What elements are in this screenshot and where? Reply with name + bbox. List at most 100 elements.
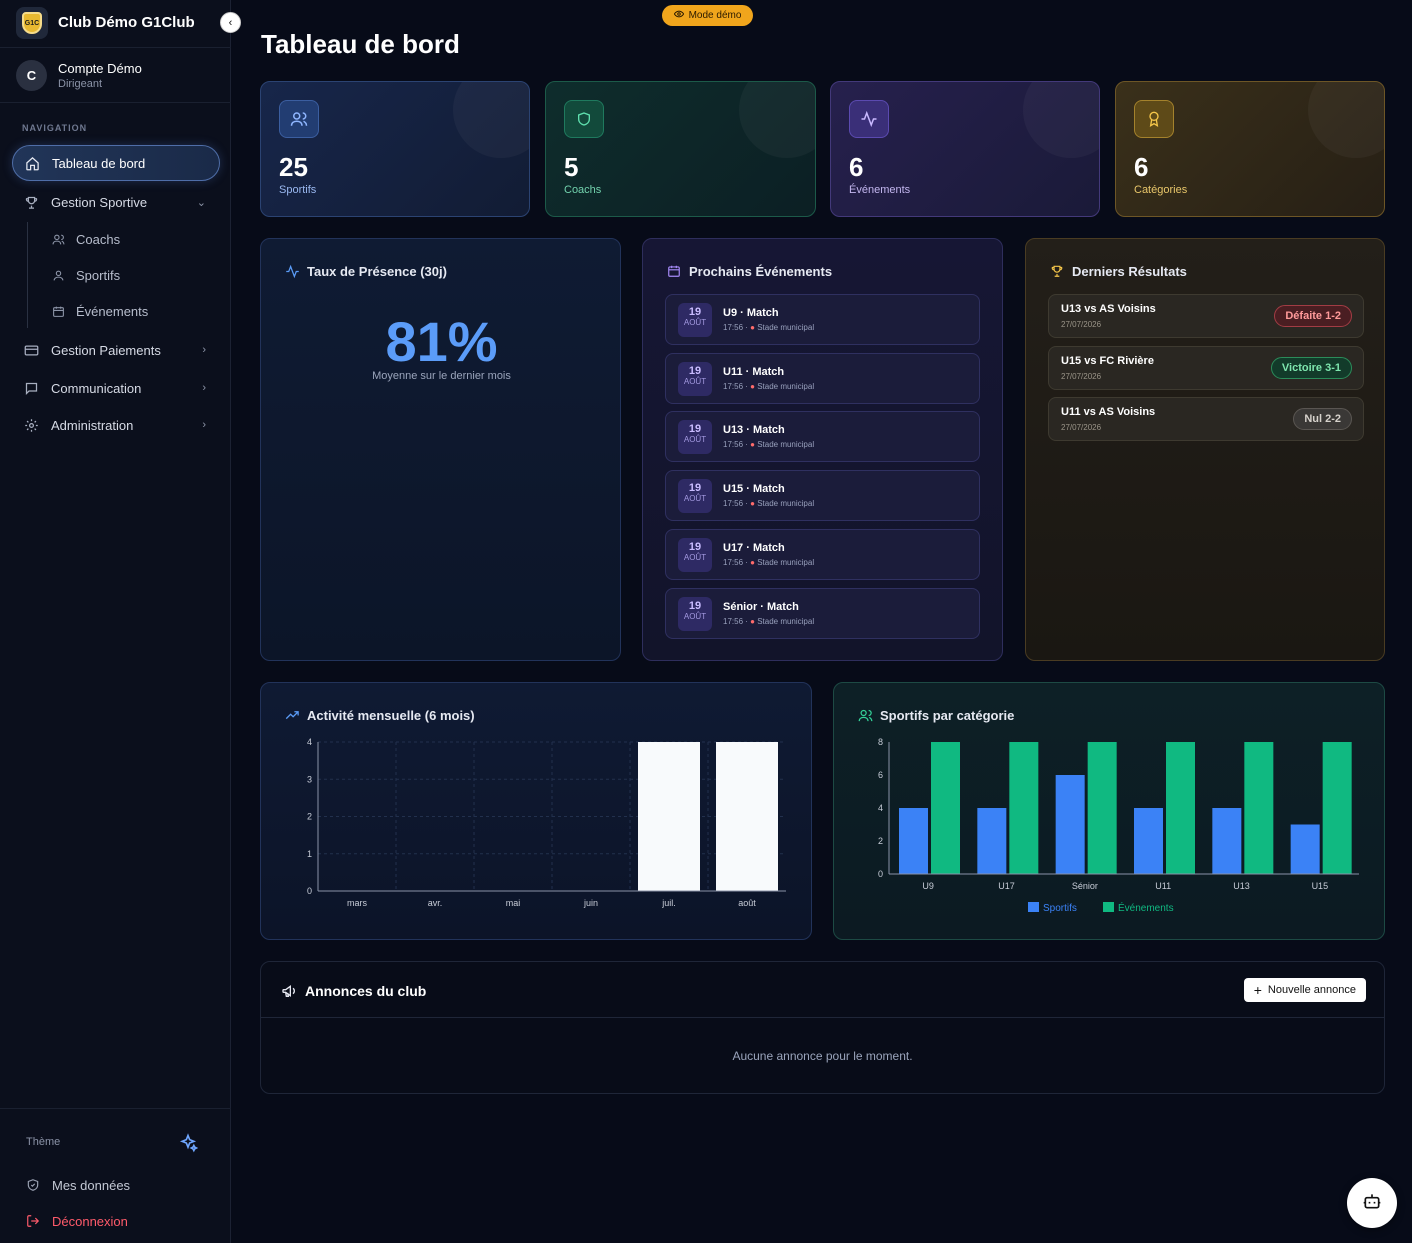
club-logo: G1C [16,7,48,39]
stat-card-coachs[interactable]: 5 Coachs [545,81,816,217]
results-title: Derniers Résultats [1072,263,1187,279]
logout-label: Déconnexion [52,1213,128,1229]
y-tick-label: 8 [878,737,883,747]
event-month: AOÛT [683,611,707,621]
legend-swatch [1028,902,1039,912]
result-badge: Défaite 1-2 [1274,305,1352,327]
event-time: 17:56 · [723,557,748,567]
sidebar-item-label: Gestion Paiements [51,342,161,358]
map-pin-icon: ● [747,616,758,626]
new-announcement-button[interactable]: + Nouvelle annonce [1243,978,1366,1002]
sidebar-item-payments[interactable]: Gestion Paiements › [12,332,220,368]
event-date: 19 AOÛT [678,537,712,572]
divider [261,1017,1384,1018]
stat-card-evenements[interactable]: 6 Événements [830,81,1100,217]
account-name: Compte Démo [58,61,142,76]
category-chart: 0 2 4 6 8 U9 U17 Sénior U11 U13 U15 Sportifs Événeme… [878,737,1359,914]
sidebar-item-administration[interactable]: Administration › [12,407,220,443]
bar-sportifs [1212,808,1242,874]
event-row[interactable]: 19 AOÛT U13 · Match 17:56 · ● Stade municip… [665,411,980,463]
event-title: U17 · Match [723,541,785,554]
event-meta: 17:56 · ● Stade municipal [723,440,814,449]
page-title: Tableau de bord [261,29,460,59]
logout-button[interactable]: Déconnexion [26,1213,128,1229]
event-row[interactable]: 19 AOÛT U11 · Match 17:56 · ● Stade municip… [665,352,980,404]
result-row[interactable]: U13 vs AS Voisins 27/07/2026 Défaite 1-2 [1048,294,1364,338]
announcements-empty-state: Aucune annonce pour le moment. [732,1049,913,1063]
new-announcement-label: Nouvelle annonce [1267,984,1356,996]
bar-événements [1009,742,1039,874]
bar-sportifs [1134,808,1163,874]
sidebar-subitem-evenements[interactable]: Événements [52,304,148,319]
stat-card-sportifs[interactable]: 25 Sportifs [260,81,530,217]
bar-sportifs [1055,775,1085,874]
nav-heading: NAVIGATION [22,123,88,133]
event-place: Stade municipal [757,499,815,509]
sidebar-subitem-coachs[interactable]: Coachs [52,232,120,247]
event-day: 19 [688,599,702,612]
sparkles-icon[interactable] [178,1133,199,1153]
collapse-sidebar-button[interactable]: ‹ [220,12,241,33]
club-logo-text: G1C [22,12,42,34]
activity-icon [849,100,889,138]
sidebar-subitem-label: Sportifs [76,268,121,283]
sidebar-subitem-sportifs[interactable]: Sportifs [52,268,120,283]
event-row[interactable]: 19 AOÛT U9 · Match 17:56 · ● Stade municipa… [665,294,980,345]
event-day: 19 [688,540,702,553]
event-place: Stade municipal [757,616,815,626]
category-chart-title: Sportifs par catégorie [880,707,1015,723]
event-month: AOÛT [683,552,707,562]
theme-label: Thème [26,1136,61,1148]
events-title: Prochains Événements [689,263,833,279]
chevron-down-icon: ⌄ [196,196,206,209]
map-pin-icon: ● [747,440,758,450]
club-name: Club Démo G1Club [58,14,195,31]
my-data-link[interactable]: Mes données [26,1177,130,1193]
demo-mode-badge: Mode démo [662,5,753,26]
event-time: 17:56 · [723,499,748,509]
map-pin-icon: ● [747,323,758,332]
event-row[interactable]: 19 AOÛT U15 · Match 17:56 · ● Stade municip… [665,470,980,522]
gear-icon [22,416,40,434]
event-row[interactable]: 19 AOÛT Sénior · Match 17:56 · ● Stade muni… [665,587,980,639]
presence-panel: Taux de Présence (30j) 81% Moyenne sur l… [260,238,621,661]
panel-title: Activité mensuelle (6 mois) [285,707,475,723]
event-row[interactable]: 19 AOÛT U17 · Match 17:56 · ● Stade municip… [665,528,980,580]
announcements-title: Annonces du club [305,983,427,999]
shield-icon [564,100,604,138]
event-month: AOÛT [683,376,707,386]
trophy-icon [22,193,40,211]
x-tick-label: U17 [998,881,1015,891]
bar [716,742,778,891]
x-tick-label: U13 [1233,881,1250,891]
stat-card-categories[interactable]: 6 Catégories [1115,81,1385,217]
event-place: Stade municipal [757,557,815,567]
stat-value: 5 [564,152,579,182]
event-place: Stade municipal [757,440,815,450]
plus-icon: + [1253,982,1262,998]
result-date: 27/07/2026 [1061,371,1102,381]
account-card[interactable]: C Compte Démo Dirigeant [0,48,231,103]
event-title: U15 · Match [723,483,785,496]
bar-événements [931,742,960,874]
x-tick-label: juin [583,898,598,908]
event-time: 17:56 · [723,323,748,332]
sidebar-item-sport[interactable]: Gestion Sportive ⌄ [12,184,220,220]
bar-événements [1322,742,1352,874]
legend-label: Sportifs [1043,903,1077,914]
users-icon [279,100,319,138]
sidebar-item-dashboard[interactable]: Tableau de bord [12,145,220,181]
result-row[interactable]: U11 vs AS Voisins 27/07/2026 Nul 2-2 [1048,397,1364,441]
sidebar-item-communication[interactable]: Communication › [12,370,220,406]
result-row[interactable]: U15 vs FC Rivière 27/07/2026 Victoire 3-1 [1048,345,1364,390]
result-match: U13 vs AS Voisins [1061,303,1156,315]
card-icon [22,341,40,359]
sidebar-item-label: Communication [51,380,142,396]
award-icon [1134,100,1174,138]
account-role: Dirigeant [58,78,103,90]
event-place: Stade municipal [757,381,815,391]
assistant-button[interactable] [1347,1178,1397,1228]
legend-swatch [1103,902,1114,912]
event-meta: 17:56 · ● Stade municipal [723,558,814,567]
sidebar-subitem-label: Coachs [76,232,121,247]
